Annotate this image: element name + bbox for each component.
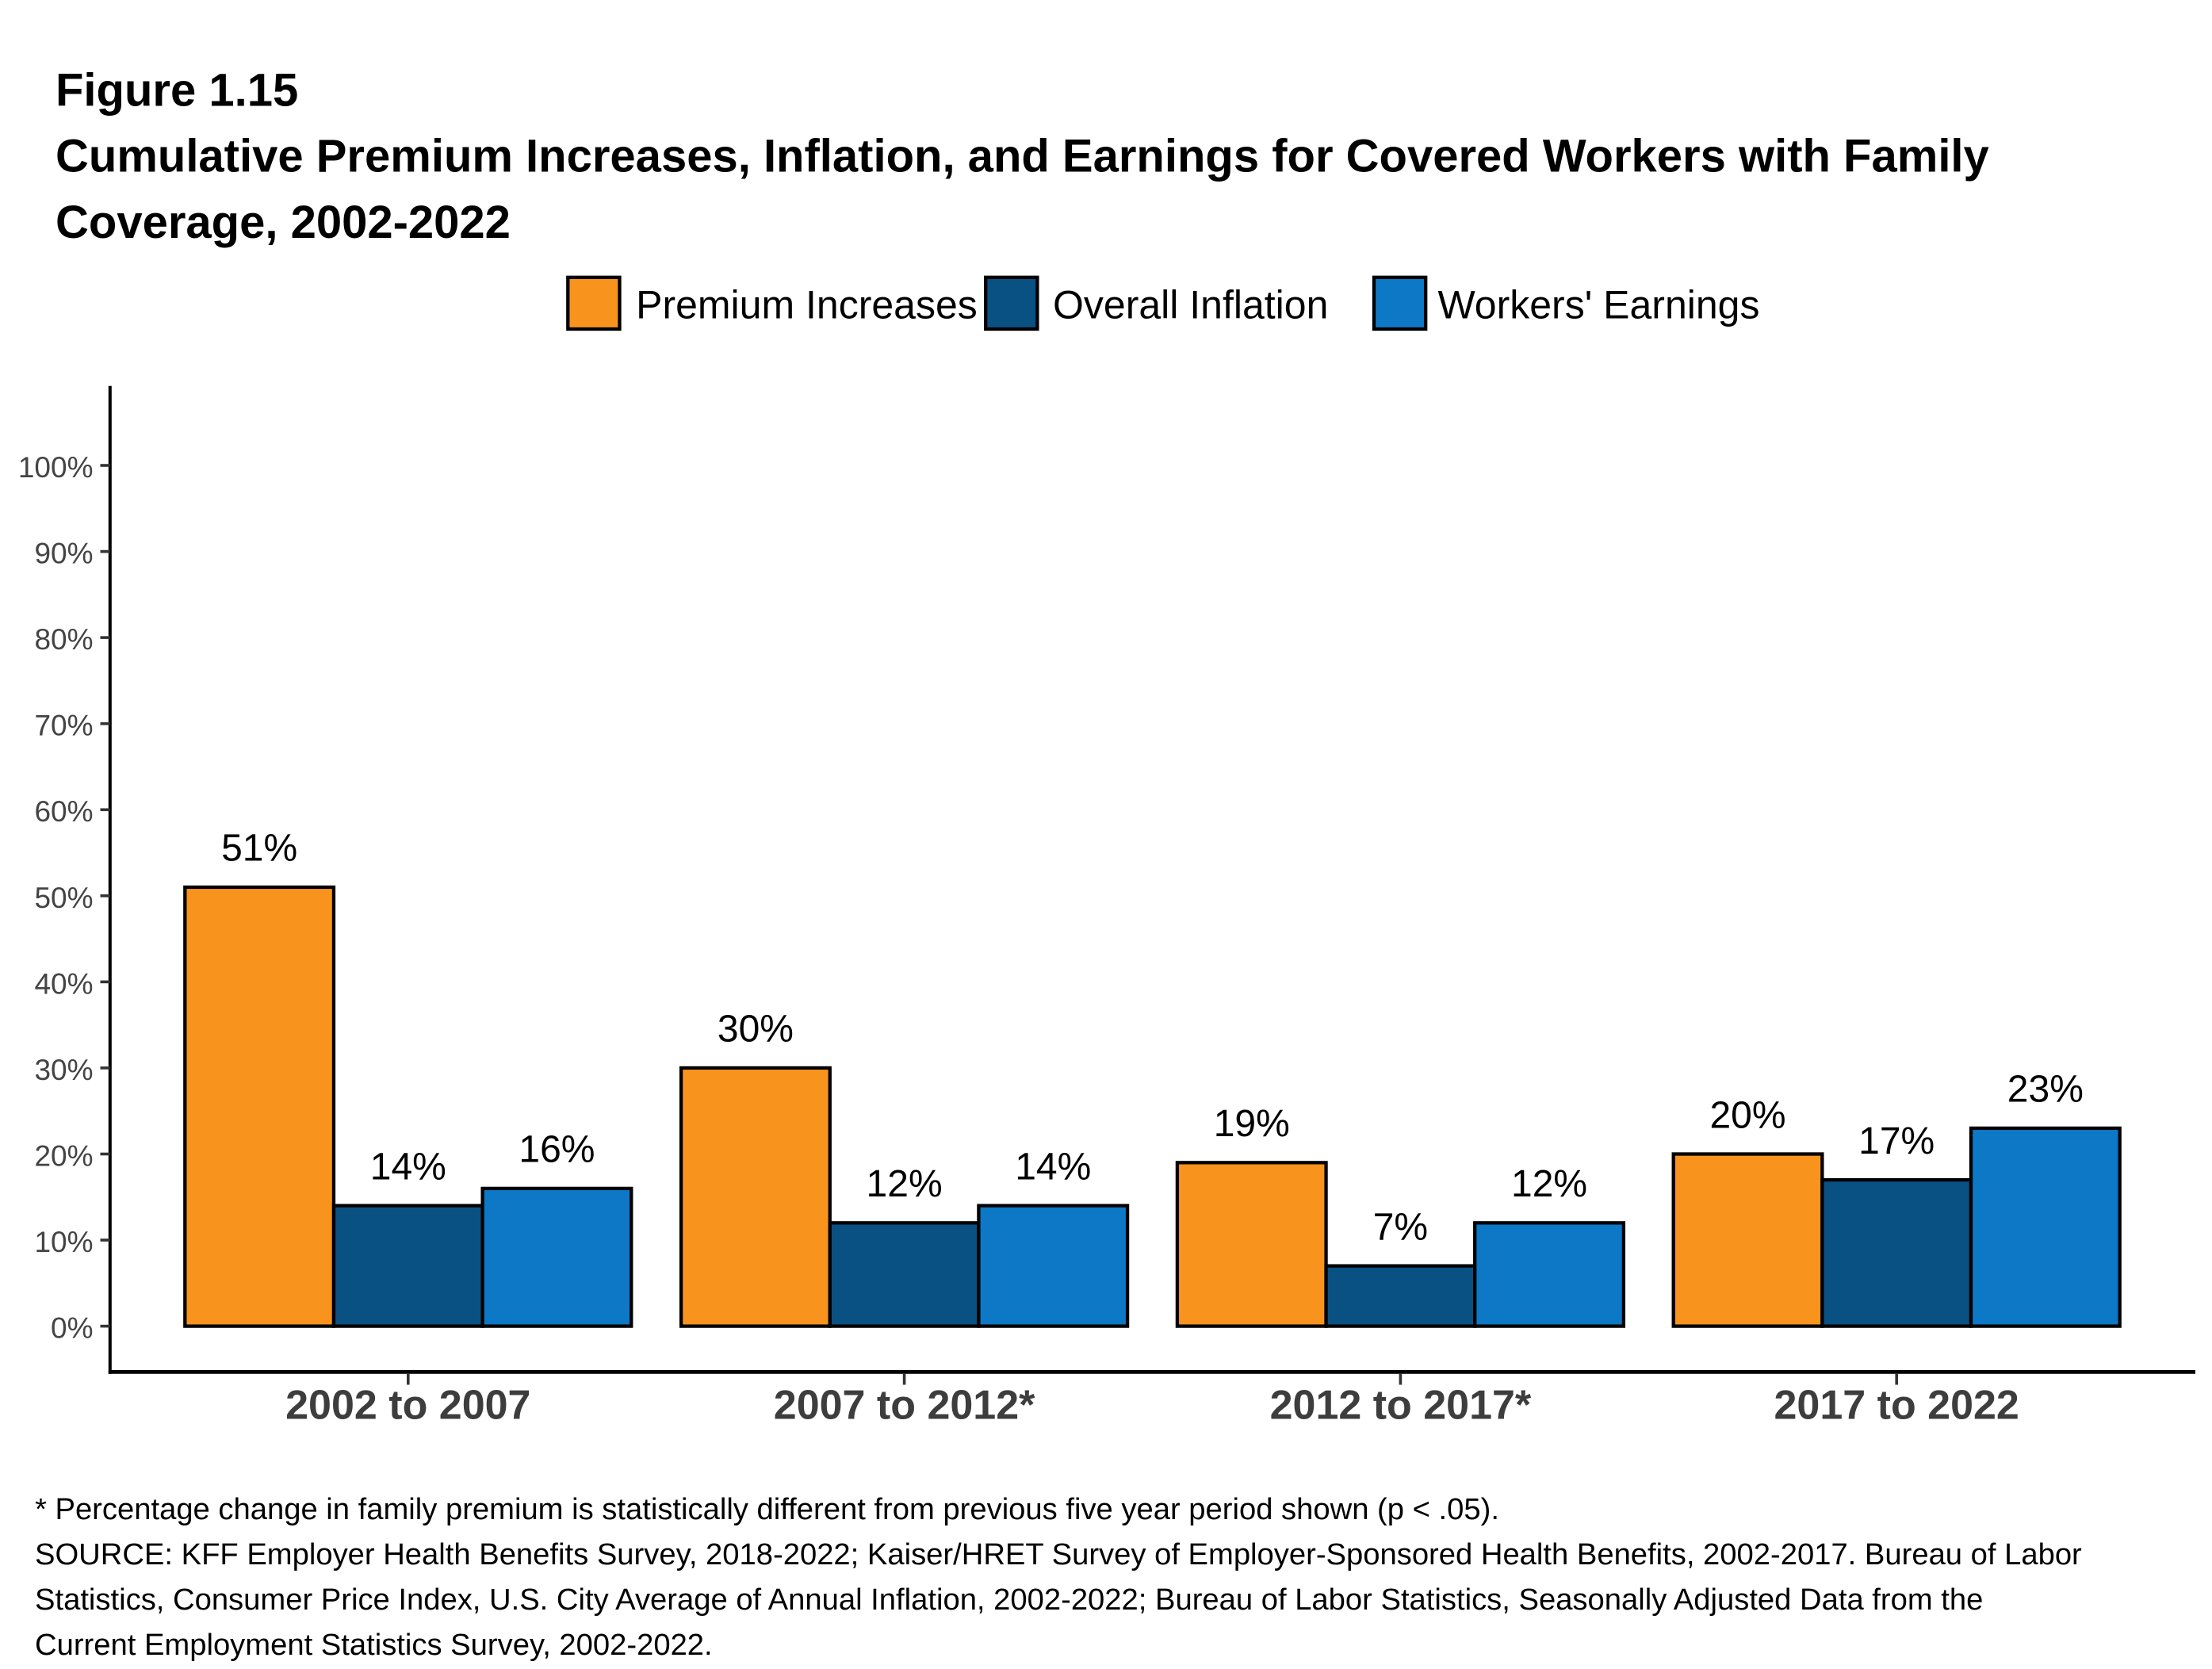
svg-text:* Percentage change in family: * Percentage change in family premium is… [35,1492,1499,1526]
svg-text:2002 to 2007: 2002 to 2007 [285,1383,530,1429]
svg-text:Current Employment Statistics: Current Employment Statistics Survey, 20… [35,1628,713,1662]
svg-text:23%: 23% [2007,1069,2084,1111]
svg-text:12%: 12% [1511,1163,1587,1205]
svg-text:30%: 30% [718,1009,794,1051]
svg-text:16%: 16% [519,1129,595,1171]
svg-text:20%: 20% [1709,1094,1785,1136]
svg-text:0%: 0% [51,1312,93,1345]
svg-text:Workers' Earnings: Workers' Earnings [1438,283,1760,327]
svg-text:12%: 12% [867,1163,943,1205]
svg-text:SOURCE: KFF Employer Health Be: SOURCE: KFF Employer Health Benefits Sur… [35,1537,2082,1571]
svg-text:20%: 20% [34,1139,93,1172]
svg-text:19%: 19% [1214,1103,1290,1145]
svg-text:Coverage, 2002-2022: Coverage, 2002-2022 [55,197,511,248]
svg-text:60%: 60% [34,795,93,828]
svg-text:51%: 51% [221,828,297,870]
svg-text:2017 to 2022: 2017 to 2022 [1774,1383,2019,1429]
svg-text:40%: 40% [34,967,93,1000]
svg-text:2007 to 2012*: 2007 to 2012* [774,1383,1035,1429]
svg-text:10%: 10% [34,1226,93,1258]
svg-text:70%: 70% [34,710,93,742]
svg-text:17%: 17% [1858,1120,1935,1162]
svg-text:Overall Inflation: Overall Inflation [1053,283,1328,327]
svg-text:Statistics, Consumer Price Ind: Statistics, Consumer Price Index, U.S. C… [35,1583,1983,1617]
svg-text:Premium Increases: Premium Increases [636,283,978,327]
svg-text:7%: 7% [1373,1206,1428,1248]
svg-text:50%: 50% [34,882,93,914]
svg-text:2012 to 2017*: 2012 to 2017* [1270,1383,1532,1429]
svg-text:Cumulative Premium Increases,: Cumulative Premium Increases, Inflation,… [55,131,1989,182]
svg-text:80%: 80% [34,623,93,656]
svg-text:14%: 14% [1015,1146,1091,1188]
svg-text:14%: 14% [370,1146,446,1188]
svg-text:100%: 100% [18,451,94,484]
svg-text:90%: 90% [34,538,93,570]
svg-text:Figure 1.15: Figure 1.15 [55,65,298,117]
svg-text:30%: 30% [34,1054,93,1086]
